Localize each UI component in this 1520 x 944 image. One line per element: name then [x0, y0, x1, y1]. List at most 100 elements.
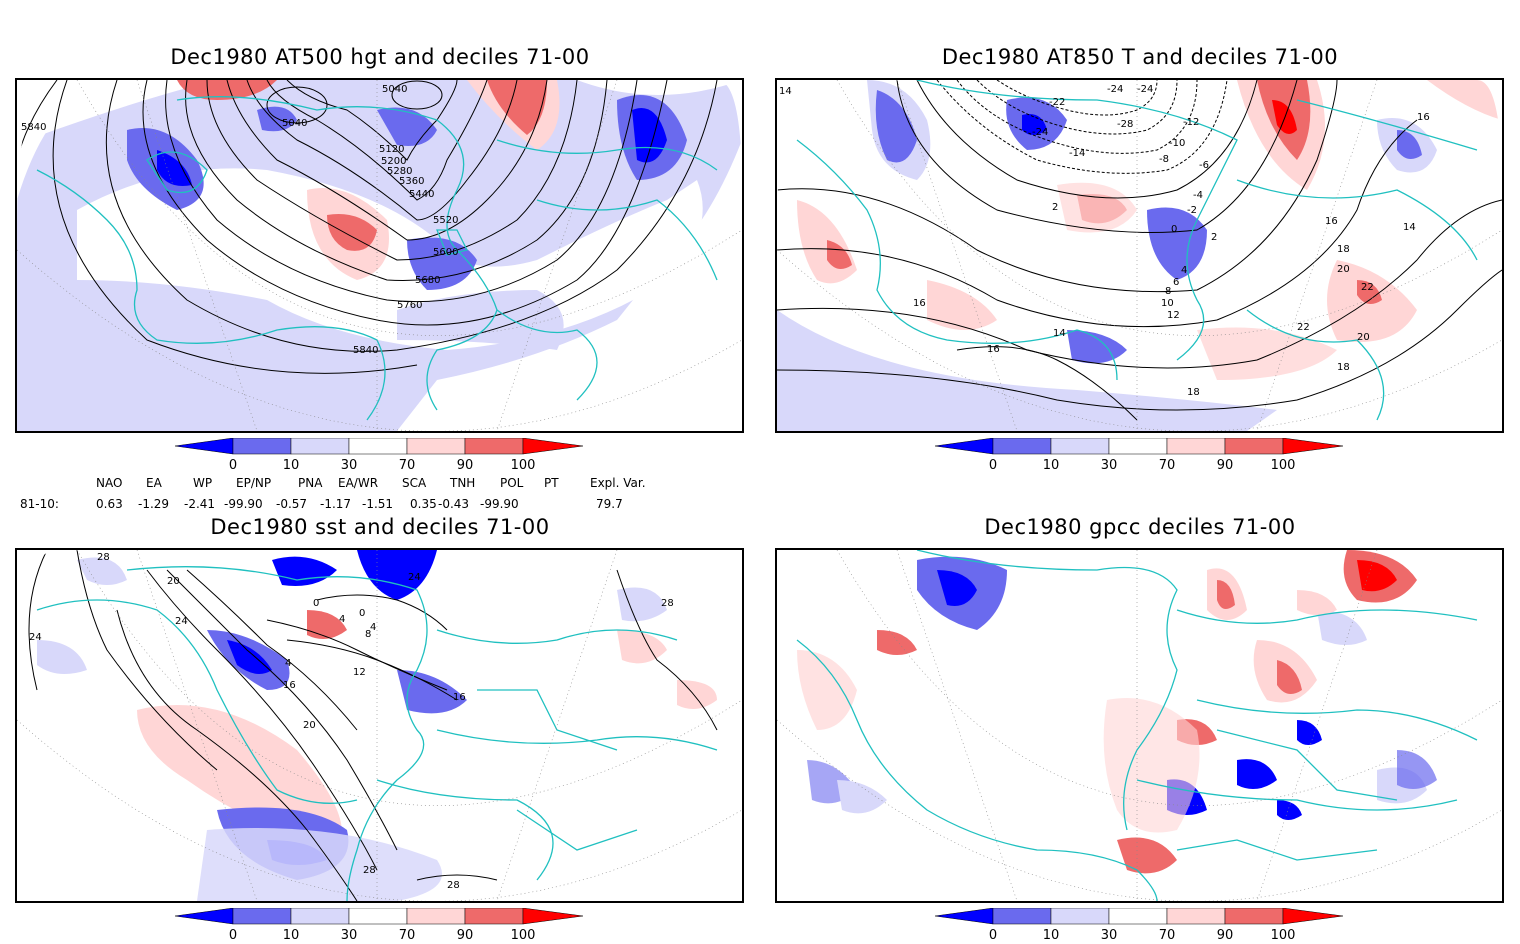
colorbar-label: 100 — [1270, 458, 1296, 473]
contour-label: 5200 — [381, 156, 406, 167]
colorbar-label: 10 — [1042, 458, 1060, 473]
colorbar-gpcc: 0 10 30 70 90 100 — [935, 908, 1355, 944]
index-value: -1.17 — [320, 497, 352, 511]
gridlines-hgt — [17, 80, 742, 431]
deciles-shading-gpcc — [797, 550, 1437, 874]
contour-label: 4 — [1181, 265, 1187, 276]
contour-label: 18 — [1187, 387, 1200, 398]
contour-label: 5120 — [379, 144, 404, 155]
indices-header-row: NAO EA WP EP/NP PNA EA/WR SCA TNH POL PT… — [0, 476, 760, 492]
index-header: EA — [146, 476, 162, 490]
contour-label: 20 — [303, 720, 316, 731]
colorbar-label: 30 — [1100, 458, 1118, 473]
index-value: -99.90 — [224, 497, 263, 511]
contour-label: 24 — [408, 572, 421, 583]
colorbar-label: 90 — [1216, 928, 1234, 943]
contour-label: 2 — [1052, 202, 1058, 213]
colorbar-label: 0 — [228, 458, 238, 473]
colorbar-label: 10 — [282, 458, 300, 473]
colorbar-label: 90 — [1216, 458, 1234, 473]
contour-label: 5360 — [399, 176, 424, 187]
index-header: NAO — [96, 476, 123, 490]
contour-label: 28 — [661, 598, 674, 609]
contour-label: -28 — [1117, 119, 1133, 130]
map-panel-sst: 28 24 20 24 0 4 0 4 8 12 16 20 24 16 4 2… — [15, 548, 744, 903]
contour-label: 22 — [1297, 322, 1310, 333]
coastlines-sst — [36, 566, 718, 901]
colorbar-label: 90 — [456, 928, 474, 943]
contour-label: 0 — [313, 598, 319, 609]
contour-label: -24 — [1107, 84, 1123, 95]
colorbar-label: 100 — [1270, 928, 1296, 943]
index-header: TNH — [450, 476, 476, 490]
colorbar-label: 70 — [398, 458, 416, 473]
map-panel-hgt500: 5040 5040 5120 5200 5280 5360 5440 5520 … — [15, 78, 744, 433]
contour-label: 12 — [353, 667, 366, 678]
index-value: -1.51 — [362, 497, 394, 511]
contour-label: -22 — [1049, 97, 1065, 108]
contour-label: -14 — [1069, 148, 1085, 159]
indices-value-row: 81-10: 0.63 -1.29 -2.41 -99.90 -0.57 -1.… — [0, 497, 760, 513]
panel-title-sst: Dec1980 sst and deciles 71-00 — [210, 515, 550, 539]
colorbar-label: 70 — [1158, 928, 1176, 943]
contour-label: 14 — [1053, 328, 1066, 339]
contour-label: 16 — [913, 298, 926, 309]
index-value: -2.41 — [184, 497, 216, 511]
contour-label: 5680 — [415, 275, 440, 286]
index-value: -0.57 — [276, 497, 308, 511]
contour-label: 0 — [1171, 224, 1177, 235]
colorbar-label: 10 — [282, 928, 300, 943]
contour-label: -4 — [1193, 190, 1203, 201]
colorbar-label: 0 — [988, 928, 998, 943]
colorbar-sst: 0 10 30 70 90 100 — [175, 908, 595, 944]
deciles-shading-t850 — [777, 80, 1502, 431]
colorbar-hgt: 0 10 30 70 90 100 — [175, 438, 595, 474]
colorbar-label: 0 — [988, 458, 998, 473]
gridlines-t850 — [777, 80, 1502, 431]
contour-label: 5840 — [21, 122, 46, 133]
contour-label: 2 — [1211, 232, 1217, 243]
contour-labels-sst: 28 24 20 24 0 4 0 4 8 12 16 20 24 16 4 2… — [29, 552, 674, 891]
contour-label: 18 — [1337, 244, 1350, 255]
contour-label: -24 — [1137, 84, 1153, 95]
index-header: POL — [500, 476, 524, 490]
gridlines-gpcc — [777, 550, 1502, 901]
contour-label: 18 — [1337, 362, 1350, 373]
colorbar-label: 0 — [228, 928, 238, 943]
contour-label: 28 — [363, 865, 376, 876]
index-header: SCA — [402, 476, 427, 490]
index-header: PT — [544, 476, 559, 490]
contour-label: 14 — [1403, 222, 1416, 233]
contour-label: 5600 — [433, 247, 458, 258]
index-value: 0.35 — [410, 497, 437, 511]
contour-label: -12 — [1183, 117, 1199, 128]
contour-label: 5840 — [353, 345, 378, 356]
contour-label: 22 — [1361, 282, 1374, 293]
contour-label: 5440 — [409, 189, 434, 200]
contours-hgt — [17, 80, 718, 374]
index-value: 79.7 — [596, 497, 623, 511]
contour-label: 6 — [1173, 277, 1179, 288]
contour-label: 5520 — [433, 215, 458, 226]
contour-label: 4 — [370, 622, 376, 633]
contour-labels-t850: -24 -24 -22 -24 -28 -12 -10 -8 -6 -14 -4… — [779, 84, 1430, 398]
coastlines-t850 — [796, 80, 1478, 421]
colorbar-label: 70 — [398, 928, 416, 943]
contour-label: 4 — [339, 614, 345, 625]
index-value: -99.90 — [480, 497, 519, 511]
contour-label: 4 — [285, 658, 291, 669]
colorbar-label: 30 — [340, 458, 358, 473]
index-header: PNA — [298, 476, 323, 490]
deciles-shading-sst — [37, 550, 717, 901]
contour-label: -24 — [1032, 127, 1048, 138]
contour-label: 14 — [779, 86, 792, 97]
colorbar-label: 100 — [510, 928, 536, 943]
contour-label: 24 — [29, 632, 42, 643]
contour-label: 10 — [1161, 298, 1174, 309]
index-row-label: 81-10: — [20, 497, 59, 511]
contour-label: 5760 — [397, 300, 422, 311]
contour-label: -2 — [1187, 205, 1197, 216]
index-value: -1.29 — [138, 497, 170, 511]
contour-label: 12 — [1167, 310, 1180, 321]
contour-label: 20 — [167, 576, 180, 587]
